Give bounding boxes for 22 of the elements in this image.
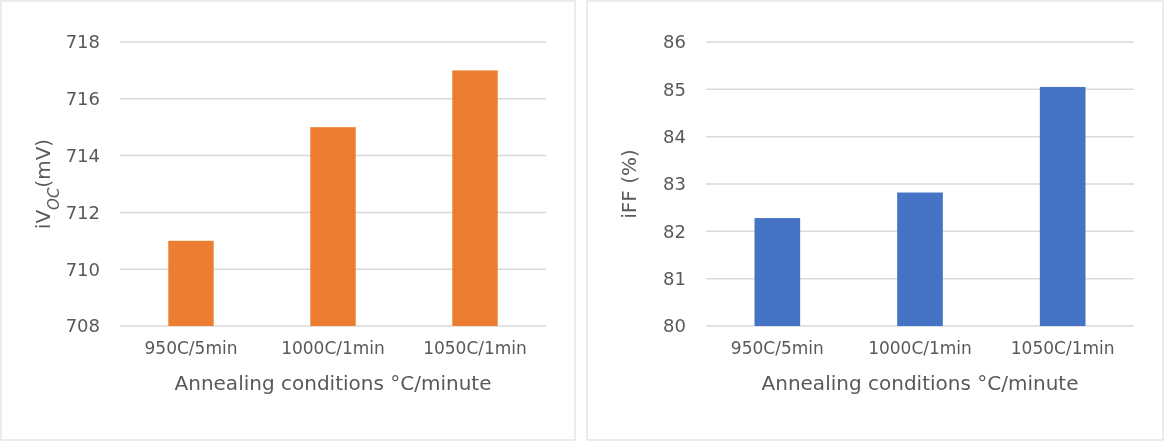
x-tick-label: 1050C/1min xyxy=(1010,338,1115,358)
y-tick-label: 710 xyxy=(65,258,100,280)
x-tick-label: 950C/5min xyxy=(730,338,824,358)
y-tick-label: 716 xyxy=(65,88,100,110)
x-axis-title: Annealing conditions °C/minute xyxy=(174,371,492,395)
y-axis-title: iFF (%) xyxy=(617,149,641,219)
x-tick-label: 1050C/1min xyxy=(423,338,527,358)
y-tick-label: 708 xyxy=(65,315,100,337)
y-tick-label: 84 xyxy=(663,125,686,147)
x-tick-label: 1000C/1min xyxy=(281,338,385,358)
x-tick-label: 1000C/1min xyxy=(868,338,972,358)
y-tick-label: 80 xyxy=(663,315,686,337)
y-tick-label: 712 xyxy=(65,201,100,223)
y-tick-label: 86 xyxy=(663,31,686,53)
y-tick-label: 83 xyxy=(663,173,686,195)
x-tick-label: 950C/5min xyxy=(144,338,238,358)
y-tick-label: 81 xyxy=(663,267,686,289)
y-tick-label: 718 xyxy=(65,31,100,53)
y-tick-label: 714 xyxy=(65,144,100,166)
y-tick-label: 82 xyxy=(663,220,686,242)
y-tick-label: 85 xyxy=(663,78,686,100)
x-axis-title: Annealing conditions °C/minute xyxy=(761,371,1079,395)
